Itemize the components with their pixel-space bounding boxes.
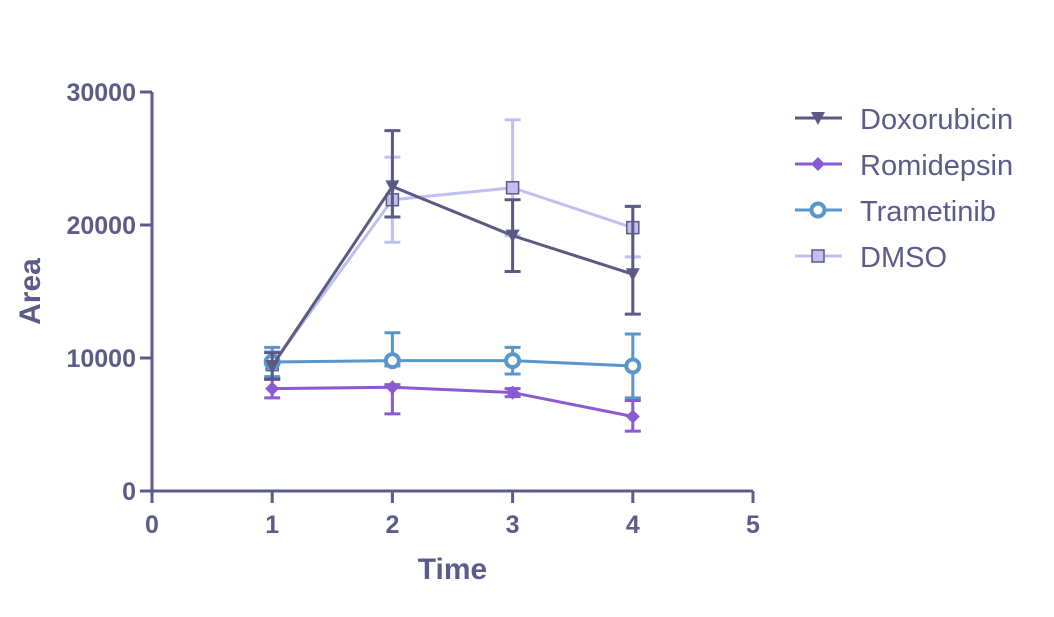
data-point	[385, 180, 400, 194]
legend-item-dmso: DMSO	[795, 242, 947, 274]
series-dmso	[264, 118, 641, 380]
series-doxorubicin	[264, 129, 641, 381]
legend-label: Trametinib	[860, 196, 996, 228]
y-tick-label: 20000	[66, 212, 136, 240]
data-point	[504, 352, 522, 370]
data-point	[624, 357, 642, 375]
y-tick-label: 0	[122, 478, 136, 506]
legend: Doxorubicin Romidepsin Trametinib DMSO	[795, 104, 1013, 274]
y-axis-title: Area	[14, 258, 47, 325]
x-tick-label: 5	[746, 511, 760, 539]
data-point	[505, 385, 520, 400]
series-line	[270, 184, 634, 367]
data-point	[383, 352, 401, 370]
x-tick-label: 0	[145, 511, 159, 539]
axes: 0 10000 20000 30000 0 1 2 3 4 5	[66, 79, 760, 539]
x-tick-label: 1	[265, 511, 279, 539]
series-line	[272, 359, 633, 368]
legend-item-romidepsin: Romidepsin	[795, 150, 1013, 182]
data-point	[505, 181, 520, 195]
x-tick-label: 4	[626, 511, 640, 539]
legend-marker	[811, 157, 825, 171]
series-layer	[263, 118, 642, 433]
legend-label: Doxorubicin	[860, 104, 1013, 136]
legend-item-doxorubicin: Doxorubicin	[795, 104, 1013, 136]
series-line	[272, 385, 634, 418]
data-point	[625, 268, 640, 282]
series-romidepsin	[264, 377, 641, 433]
y-tick-label: 10000	[66, 345, 136, 373]
legend-label: DMSO	[860, 242, 947, 274]
data-point	[265, 381, 280, 396]
x-tick-label: 2	[385, 511, 399, 539]
legend-item-trametinib: Trametinib	[795, 196, 996, 228]
data-point	[265, 359, 280, 373]
legend-label: Romidepsin	[860, 150, 1013, 182]
legend-marker	[811, 249, 825, 263]
data-point	[385, 380, 400, 395]
series-line	[270, 186, 634, 366]
legend-marker	[811, 112, 825, 125]
data-point	[625, 409, 640, 424]
x-axis-title: Time	[418, 553, 487, 586]
y-tick-label: 30000	[66, 79, 136, 107]
x-tick-label: 3	[506, 511, 520, 539]
data-point	[505, 229, 520, 243]
legend-marker	[809, 201, 827, 219]
